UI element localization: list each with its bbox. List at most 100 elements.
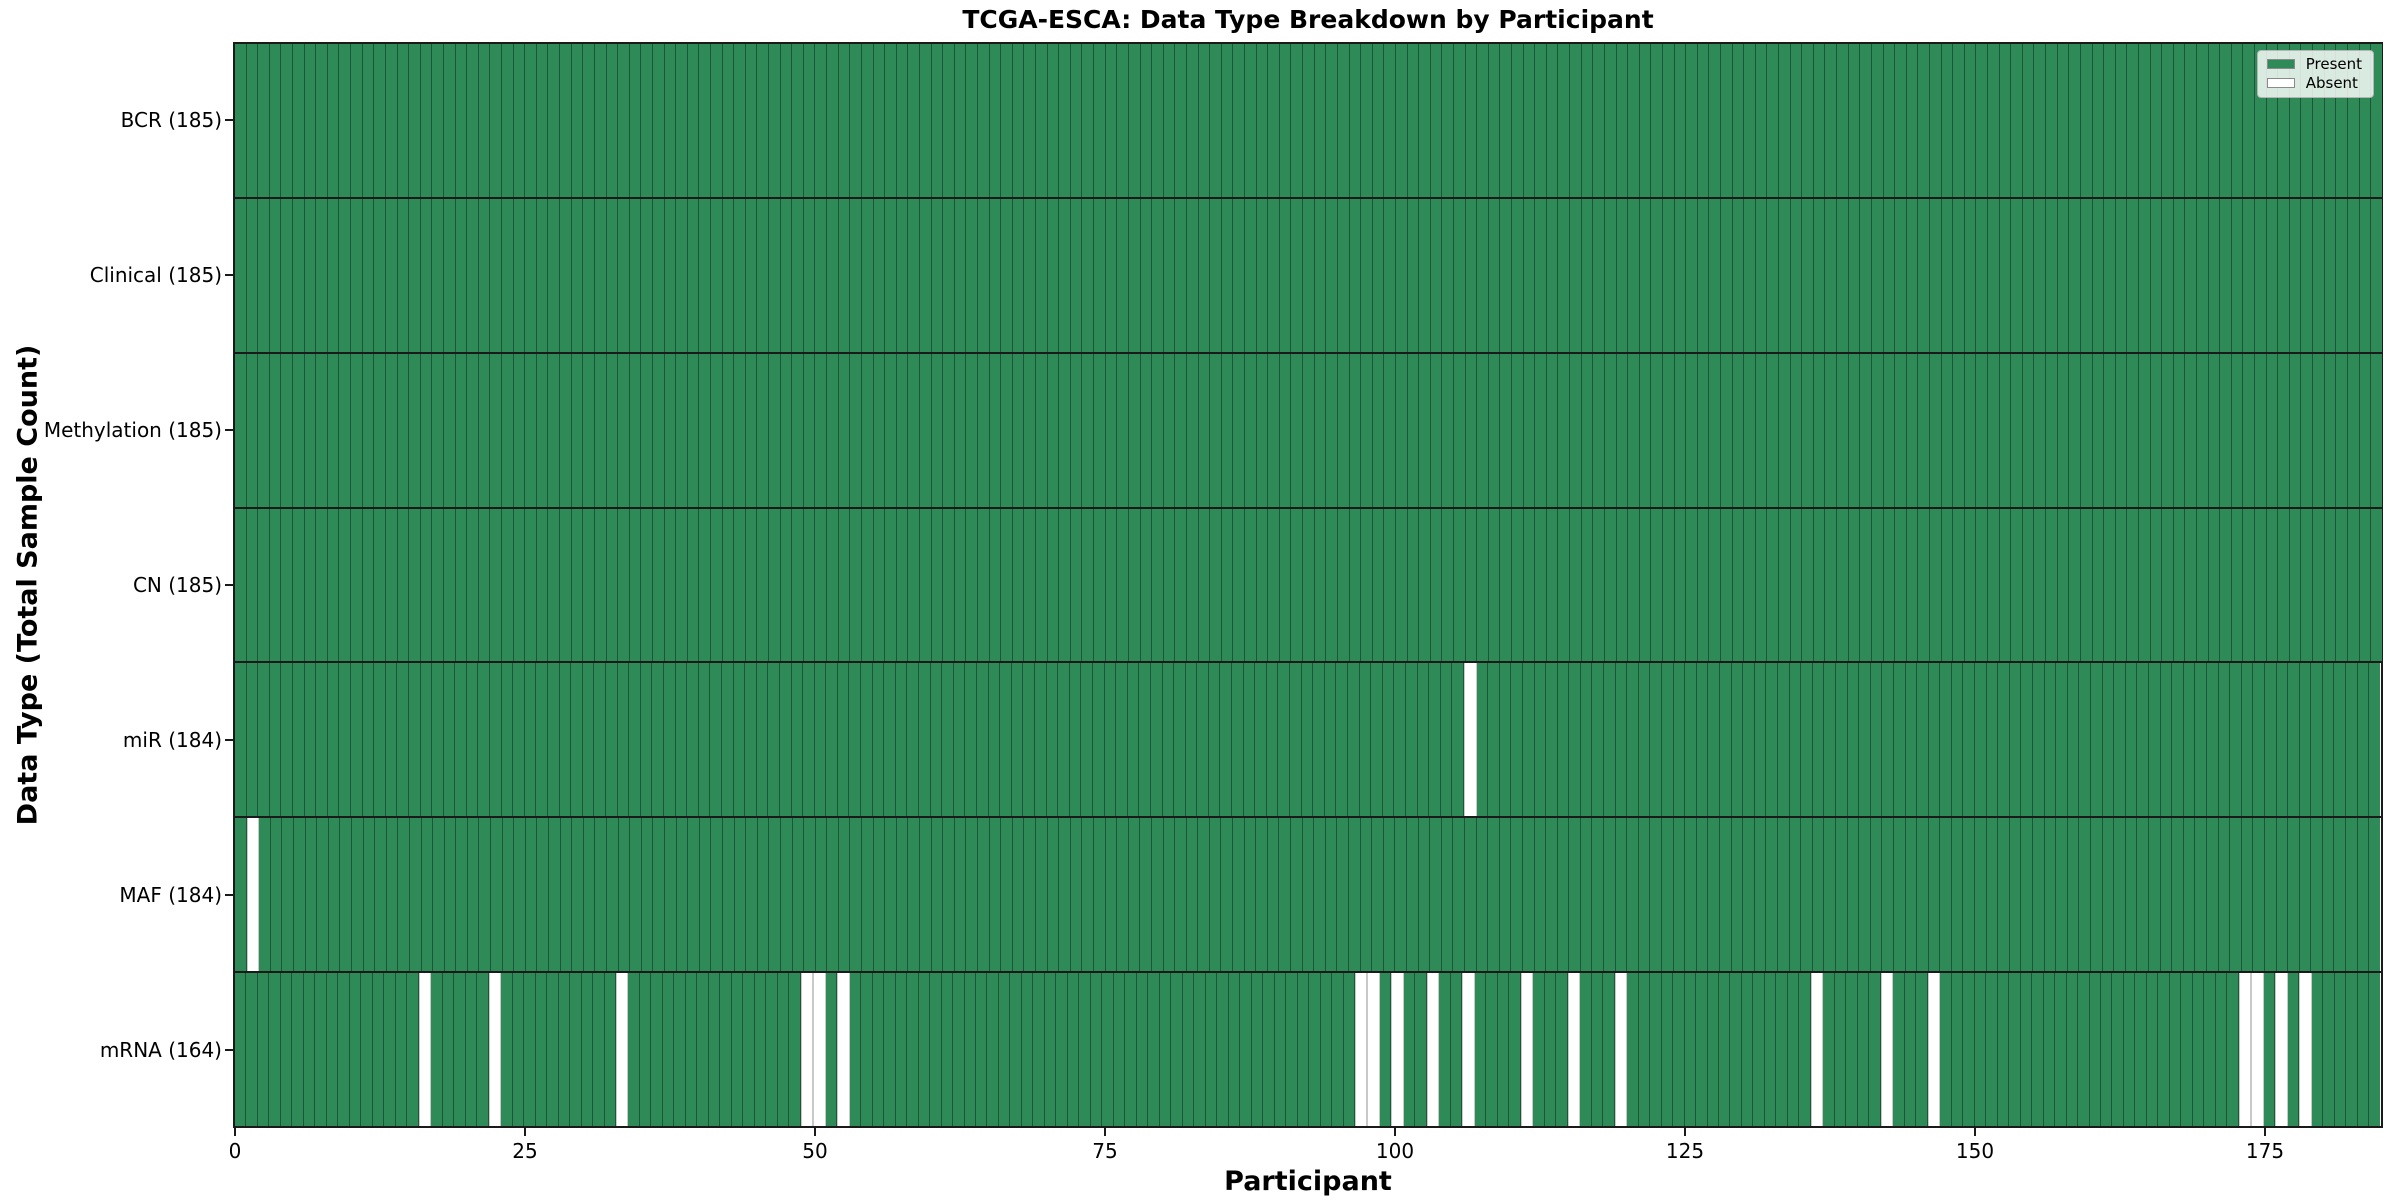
matrix-cell <box>652 663 664 817</box>
matrix-cell <box>1349 353 1362 507</box>
matrix-cell <box>838 818 851 972</box>
matrix-cell <box>1488 44 1501 197</box>
matrix-cell <box>734 44 746 197</box>
matrix-cell <box>1082 44 1095 197</box>
matrix-cell <box>443 44 456 197</box>
matrix-cell <box>710 44 723 197</box>
x-tick-label: 175 <box>2245 1139 2285 1163</box>
legend-entry-absent: Absent <box>2266 76 2362 91</box>
matrix-cell <box>1320 973 1333 1127</box>
matrix-cell <box>1047 508 1060 662</box>
matrix-cell <box>1024 44 1037 197</box>
matrix-cell <box>1662 44 1675 197</box>
matrix-cell <box>2231 44 2244 197</box>
matrix-cell <box>1059 353 1071 507</box>
matrix-cell <box>1175 818 1187 972</box>
matrix-cell <box>432 198 444 352</box>
matrix-cell <box>339 198 352 352</box>
matrix-cell <box>756 663 769 817</box>
matrix-cell <box>501 973 513 1127</box>
matrix-cell <box>443 663 456 817</box>
matrix-cell <box>1651 198 1663 352</box>
x-tick-label: 100 <box>1375 1139 1415 1163</box>
matrix-cell <box>1430 508 1443 662</box>
matrix-cell <box>583 508 595 662</box>
matrix-cell <box>363 818 376 972</box>
matrix-cell <box>1650 973 1662 1127</box>
matrix-cell <box>989 353 1002 507</box>
matrix-cell <box>629 663 641 817</box>
matrix-cell <box>1001 353 1013 507</box>
matrix-cell <box>1171 973 1183 1127</box>
matrix-cell <box>1221 508 1234 662</box>
matrix-cell <box>2057 44 2070 197</box>
matrix-cell <box>1857 973 1870 1127</box>
matrix-cell <box>1976 198 1989 352</box>
matrix-cell <box>676 818 689 972</box>
matrix-cell <box>722 818 735 972</box>
matrix-cell <box>722 353 735 507</box>
matrix-cell <box>1417 663 1430 817</box>
matrix-cell <box>1988 198 2000 352</box>
matrix-cell <box>1349 508 1362 662</box>
matrix-cell <box>2009 973 2021 1127</box>
matrix-cell <box>1497 973 1510 1127</box>
matrix-cell <box>2299 663 2312 817</box>
matrix-cell <box>965 663 977 817</box>
matrix-cell <box>931 198 944 352</box>
matrix-cell <box>722 508 735 662</box>
matrix-cell <box>1871 353 1884 507</box>
matrix-cell <box>1268 44 1280 197</box>
matrix-cell <box>850 818 863 972</box>
matrix-cell <box>931 818 944 972</box>
matrix-cell <box>246 818 260 972</box>
matrix-cell <box>1197 663 1209 817</box>
matrix-cell <box>420 198 433 352</box>
matrix-cell <box>1580 818 1593 972</box>
matrix-cell <box>838 44 851 197</box>
matrix-cell <box>1453 198 1466 352</box>
matrix-cell <box>1291 818 1303 972</box>
matrix-cell <box>2091 663 2103 817</box>
matrix-cell <box>2032 973 2044 1127</box>
matrix-cell <box>780 44 793 197</box>
matrix-cell <box>966 818 978 972</box>
matrix-cell <box>1707 973 1719 1127</box>
matrix-cell <box>850 353 862 507</box>
matrix-cell <box>1023 663 1035 817</box>
matrix-cell <box>617 663 630 817</box>
matrix-cell <box>1709 353 1721 507</box>
matrix-cell <box>699 818 712 972</box>
matrix-cell <box>432 508 444 662</box>
matrix-cell <box>1731 663 1744 817</box>
matrix-cell <box>351 198 363 352</box>
matrix-cell <box>467 818 480 972</box>
matrix-cell <box>1047 353 1060 507</box>
matrix-cell <box>919 198 932 352</box>
matrix-cell <box>2231 198 2244 352</box>
matrix-cell <box>1314 198 1327 352</box>
matrix-cell <box>1860 508 1872 662</box>
matrix-cell <box>514 818 526 972</box>
matrix-cell <box>385 44 398 197</box>
matrix-cell <box>2220 508 2232 662</box>
matrix-cell <box>803 44 816 197</box>
matrix-cell <box>1337 353 1350 507</box>
matrix-cell <box>710 663 722 817</box>
y-tick-label: MAF (184) <box>119 883 222 908</box>
matrix-cell <box>269 508 282 662</box>
heatmap-row-methylation <box>235 351 2382 507</box>
matrix-cell <box>1591 973 1604 1127</box>
matrix-cell <box>1684 973 1697 1127</box>
matrix-cell <box>1580 663 1593 817</box>
matrix-cell <box>1175 508 1187 662</box>
matrix-cell <box>1464 818 1477 972</box>
matrix-cell <box>2347 508 2360 662</box>
matrix-cell <box>803 353 816 507</box>
matrix-cell <box>1986 818 1999 972</box>
matrix-cell <box>418 973 432 1127</box>
matrix-cell <box>1256 818 1268 972</box>
matrix-cell <box>1324 663 1337 817</box>
matrix-cell <box>2347 198 2360 352</box>
matrix-cell <box>1036 44 1048 197</box>
